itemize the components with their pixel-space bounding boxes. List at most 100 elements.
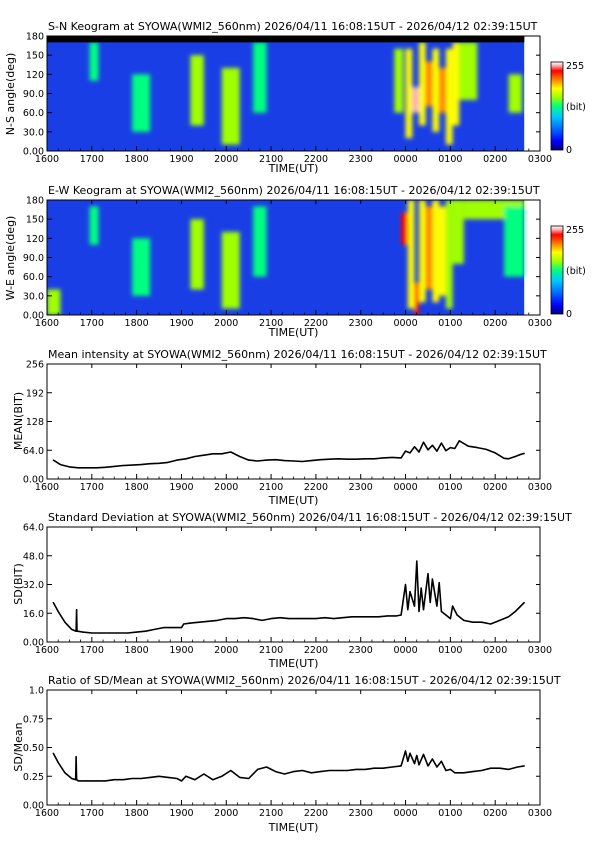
plot-data-point <box>364 458 366 460</box>
plot-data-point <box>445 769 447 772</box>
plot1-y-tick-label: 32.0 <box>23 580 44 591</box>
plot-data-point <box>183 623 185 625</box>
keogram-ew-x-tick-label: 2000 <box>214 318 238 329</box>
plot-data-point <box>239 776 241 779</box>
plot-data-point <box>167 776 169 779</box>
plot2-x-tick-label: 2100 <box>259 808 283 819</box>
plot-data-point <box>77 780 79 782</box>
plot-data-point <box>319 459 321 461</box>
sd-plot-frame <box>46 526 541 643</box>
plot-data-point <box>319 771 321 773</box>
plot2-x-tick-label: 0200 <box>483 808 507 819</box>
plot-data-point <box>180 780 183 782</box>
plot-data-point <box>198 621 200 623</box>
plot-data-point <box>467 445 469 447</box>
plot0-x-tick-label: 1600 <box>35 482 59 493</box>
plot-data-point <box>194 779 196 781</box>
plot-data-point <box>514 455 516 458</box>
plot-data-point <box>266 766 268 768</box>
keogram-feature <box>445 200 453 309</box>
plot-data-point <box>64 621 66 623</box>
mean-plot-title: Mean intensity at SYOWA(WMI2_560nm) 2026… <box>48 348 547 361</box>
keogram-sn-x-tick-label: 0200 <box>483 154 507 165</box>
plot-data-point <box>429 601 431 604</box>
plot2-x-tick-label: 1700 <box>80 808 104 819</box>
plot-data-point <box>485 448 487 450</box>
plot-data-point <box>490 767 492 769</box>
plot-data-point <box>416 754 418 757</box>
mean-plot-y-ticks: 0.00 64.0 128 192 256 <box>23 360 540 486</box>
plot-data-point <box>328 769 330 772</box>
plot2-x-tick-label: 0100 <box>438 808 462 819</box>
keogram-sn-image <box>47 36 540 151</box>
plot-data-point <box>131 777 133 780</box>
plot-data-point <box>122 779 124 781</box>
plot-data-point <box>68 466 71 468</box>
plot-data-point <box>351 616 353 618</box>
plot-data-point <box>431 578 434 580</box>
keogram-feature <box>407 200 415 309</box>
colorbar-ew: 255 (bit) 0 <box>550 225 586 320</box>
plot-data-point <box>113 465 115 468</box>
plot-series-line <box>52 439 525 469</box>
plot-data-point <box>418 451 420 453</box>
plot-data-point <box>337 769 339 772</box>
plot-data-point <box>413 446 416 448</box>
plot0-x-tick-label: 0100 <box>438 482 462 493</box>
keogram-ew-x-tick-label: 2200 <box>304 318 328 329</box>
plot-data-point <box>438 582 440 584</box>
plot1-x-tick-label: 0100 <box>438 645 462 656</box>
plot0-x-tick-label: 1900 <box>169 482 193 493</box>
plot-data-point <box>167 461 169 463</box>
plot-data-point <box>279 617 281 619</box>
plot-data-point <box>476 446 478 449</box>
plot-data-point <box>427 573 429 575</box>
plot-data-point <box>158 775 160 777</box>
sd-plot-ylabel: SD(BIT) <box>12 563 25 605</box>
keogram-sn-y-tick-label: 60.0 <box>23 108 44 119</box>
sd-plot: Standard Deviation at SYOWA(WMI2_560nm) … <box>12 511 572 670</box>
plot-data-point <box>176 777 178 780</box>
keogram-ew-y-tick-label: 180 <box>26 196 44 207</box>
plot0-x-tick-label: 0200 <box>483 482 507 493</box>
keogram-sn-y-ticks: 0.00 30.0 60.0 90.0 120 150 180 <box>23 32 540 158</box>
plot-data-point <box>427 449 429 451</box>
plot-data-point <box>391 766 393 768</box>
plot-data-point <box>490 623 492 625</box>
plot-data-point <box>75 630 77 632</box>
plot-data-point <box>113 779 115 781</box>
plot1-x-tick-label: 2000 <box>214 645 238 656</box>
plot-data-point <box>472 621 474 623</box>
mean-plot-xlabel: TIME(UT) <box>268 494 319 507</box>
colorbar-ew-unit: (bit) <box>566 266 586 277</box>
plot-data-point <box>449 618 451 620</box>
plot-data-point <box>409 752 411 754</box>
plot-data-point <box>440 760 442 762</box>
plot0-x-tick-label: 0300 <box>528 482 552 493</box>
plot1-x-tick-label: 2100 <box>259 645 283 656</box>
keogram-feature <box>425 206 433 290</box>
plot-data-point <box>257 768 259 770</box>
plot-data-point <box>207 620 209 622</box>
plot-data-point <box>57 610 59 613</box>
plot2-y-tick-label: 0.50 <box>23 743 44 754</box>
keogram-feature <box>89 206 99 245</box>
plot1-x-tick-label: 1900 <box>169 645 193 656</box>
plot-data-point <box>391 456 393 459</box>
keogram-sn-x-tick-label: 1600 <box>35 154 59 165</box>
keogram-sn-ylabel: N-S angle(deg) <box>4 53 17 136</box>
plot-data-point <box>449 446 451 449</box>
plot1-x-tick-label: 0200 <box>483 645 507 656</box>
keogram-ew-image <box>47 200 540 315</box>
plot-data-point <box>248 777 250 780</box>
keogram-sn-x-tick-label: 2100 <box>259 154 283 165</box>
plot-data-point <box>378 616 380 618</box>
plot-data-point <box>445 614 447 616</box>
plot-data-point <box>234 618 236 620</box>
keogram-feature <box>439 206 446 296</box>
plot-data-point <box>71 628 73 631</box>
plot-data-point <box>420 587 422 589</box>
mean-plot-x-ticks: 1600 1700 1800 1900 2000 2100 2200 2300 0000 0100… <box>35 364 552 493</box>
keogram-sn-y-tick-label: 90.0 <box>23 89 44 100</box>
